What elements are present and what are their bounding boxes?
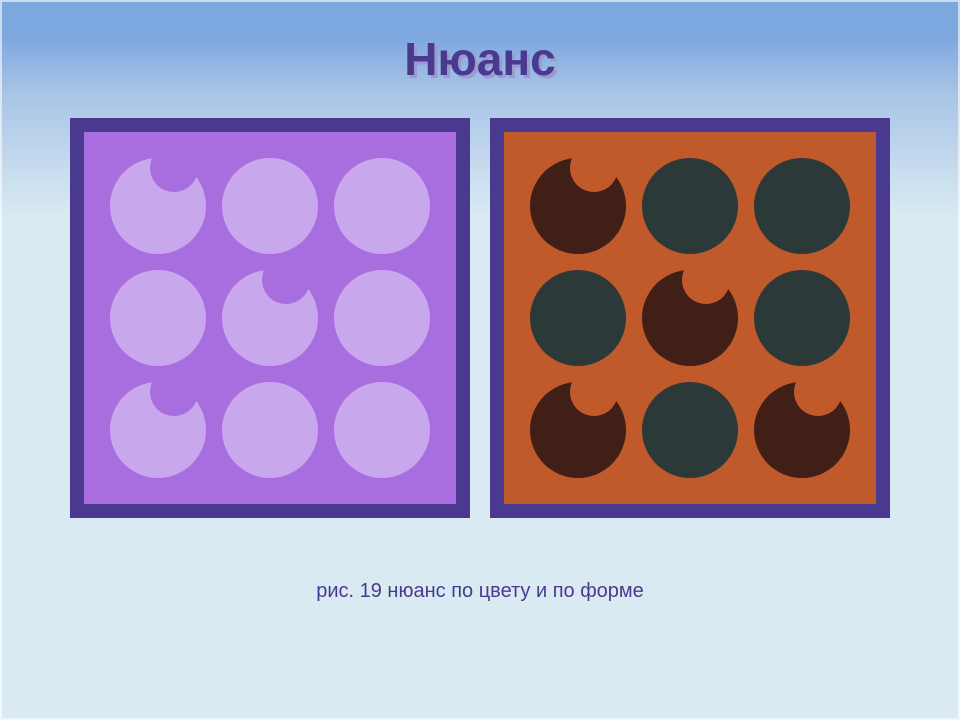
slide: Нюанс Нюанс рис. 19 нюанс по цвету и по … <box>0 0 960 720</box>
dot-icon <box>222 158 318 254</box>
notch-icon <box>570 144 618 192</box>
cell <box>326 150 438 262</box>
cell <box>214 150 326 262</box>
cell <box>214 262 326 374</box>
notched-dot-icon <box>110 382 206 478</box>
dot-icon <box>642 158 738 254</box>
cell <box>214 374 326 486</box>
cell <box>102 374 214 486</box>
dot-icon <box>110 270 206 366</box>
caption-text: рис. 19 нюанс по цвету и по форме <box>0 580 960 603</box>
notch-icon <box>262 256 310 304</box>
cell <box>634 150 746 262</box>
cell <box>522 374 634 486</box>
notched-dot-icon <box>754 382 850 478</box>
title-text: Нюанс <box>0 32 960 86</box>
dot-icon <box>642 382 738 478</box>
notched-dot-icon <box>110 158 206 254</box>
cell <box>746 150 858 262</box>
cell <box>746 262 858 374</box>
cell <box>326 374 438 486</box>
cell <box>522 150 634 262</box>
slide-title-wrap: Нюанс Нюанс <box>0 32 960 86</box>
notched-dot-icon <box>642 270 738 366</box>
dot-icon <box>334 158 430 254</box>
cell <box>634 262 746 374</box>
dot-icon <box>530 270 626 366</box>
cell <box>326 262 438 374</box>
cell <box>746 374 858 486</box>
dot-icon <box>754 158 850 254</box>
notch-icon <box>150 368 198 416</box>
cell <box>522 262 634 374</box>
notch-icon <box>794 368 842 416</box>
dot-icon <box>222 382 318 478</box>
panel-left <box>70 118 470 518</box>
dot-icon <box>754 270 850 366</box>
notch-icon <box>150 144 198 192</box>
dot-icon <box>334 382 430 478</box>
notched-dot-icon <box>530 158 626 254</box>
cell <box>102 150 214 262</box>
notch-icon <box>682 256 730 304</box>
cell <box>634 374 746 486</box>
notched-dot-icon <box>530 382 626 478</box>
notch-icon <box>570 368 618 416</box>
dot-icon <box>334 270 430 366</box>
panels-row <box>70 118 890 518</box>
cell <box>102 262 214 374</box>
notched-dot-icon <box>222 270 318 366</box>
panel-right <box>490 118 890 518</box>
